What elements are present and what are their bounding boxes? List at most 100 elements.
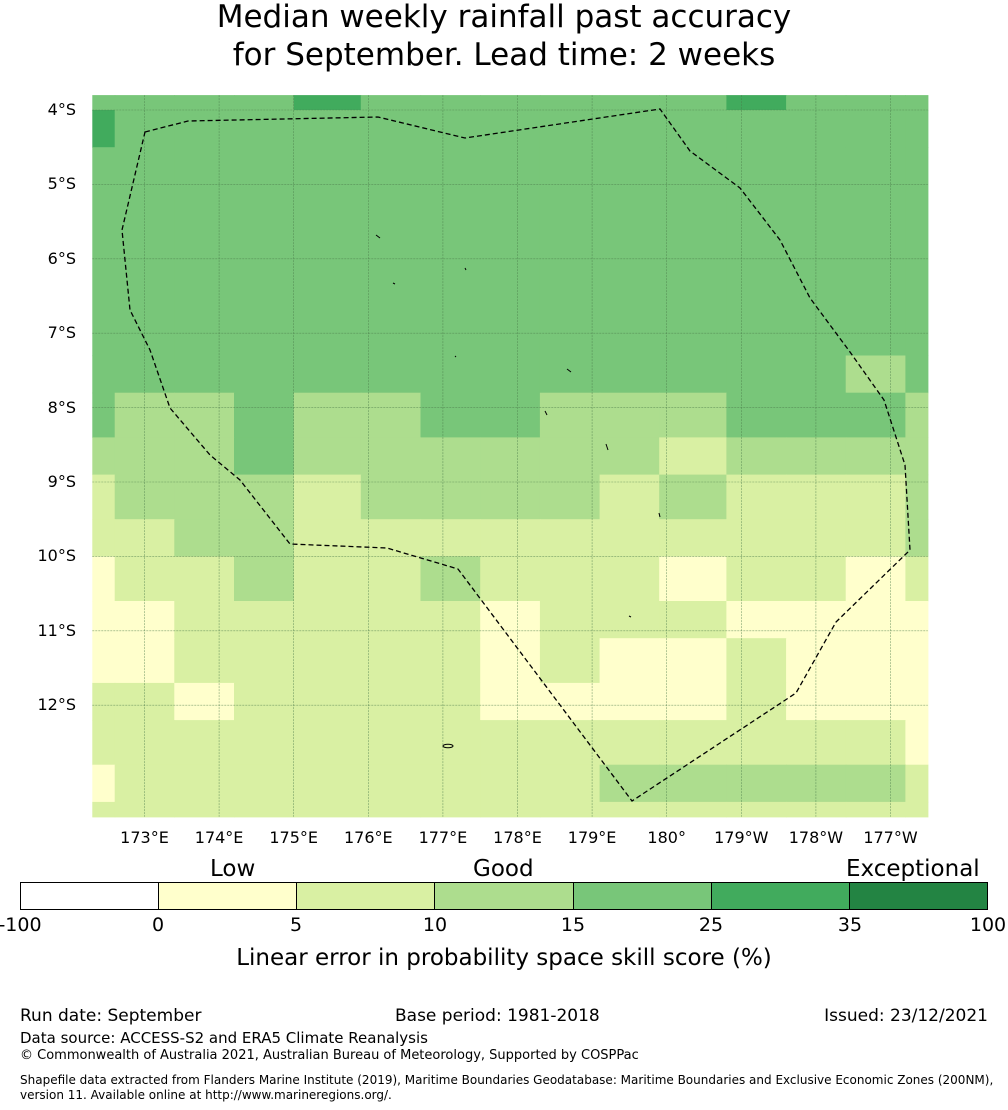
- grid-cell: [659, 801, 727, 818]
- grid-cell: [845, 801, 906, 818]
- grid-cell: [174, 355, 235, 394]
- grid-cell: [293, 764, 362, 803]
- grid-cell: [786, 764, 847, 803]
- grid-cell: [420, 638, 481, 684]
- grid-cell: [480, 638, 541, 684]
- grid-cell: [174, 720, 235, 766]
- grid-cell: [845, 474, 906, 520]
- grid-cell: [599, 392, 660, 438]
- grid-cell: [845, 392, 906, 438]
- grid-cell: [786, 556, 847, 602]
- grid-cell: [114, 474, 175, 520]
- grid-cell: [480, 801, 541, 818]
- grid-cell: [659, 720, 727, 766]
- graticule: [92, 95, 928, 817]
- grid-cell: [234, 474, 295, 520]
- grid-cell: [114, 638, 175, 684]
- grid-cell: [293, 720, 362, 766]
- grid-cell: [293, 601, 362, 639]
- grid-cell: [786, 355, 847, 394]
- colorbar-segment: [573, 883, 712, 909]
- grid-cell: [420, 110, 481, 148]
- latitude-label: 7°S: [47, 323, 76, 343]
- colorbar: [20, 882, 988, 910]
- map-plot: [92, 95, 929, 818]
- category-label-low: Low: [210, 856, 256, 882]
- grid-cell: [360, 110, 422, 148]
- grid-cell: [539, 110, 601, 148]
- grid-cell: [905, 764, 929, 803]
- grid-cell: [905, 720, 929, 766]
- grid-cell: [92, 638, 116, 684]
- grid-cell: [420, 764, 481, 803]
- grid-cell: [905, 110, 929, 148]
- grid-cell: [480, 147, 541, 357]
- grid-cell: [92, 601, 116, 639]
- grid-cell: [234, 355, 295, 394]
- grid-cell: [234, 95, 295, 111]
- longitude-label: 179°W: [714, 828, 769, 847]
- colorbar-tick: 15: [560, 914, 586, 936]
- grid-cell: [845, 720, 906, 766]
- grid-cell: [480, 720, 541, 766]
- grid-cell: [234, 110, 295, 148]
- grid-cell: [480, 519, 541, 557]
- longitude-label: 178°W: [788, 828, 844, 847]
- grid-cell: [905, 392, 929, 438]
- grid-cell: [420, 682, 481, 721]
- grid-cell: [420, 392, 481, 438]
- longitude-label: 178°E: [493, 828, 542, 847]
- island-outline: [605, 443, 609, 451]
- grid-cell: [786, 392, 847, 438]
- grid-cell: [480, 764, 541, 803]
- island-outline: [442, 743, 454, 749]
- colorbar-tick: 35: [837, 914, 863, 936]
- longitude-label: 173°E: [120, 828, 169, 847]
- colorbar-segment: [297, 883, 436, 909]
- grid-cell: [480, 474, 541, 520]
- grid-cell: [539, 392, 601, 438]
- grid-cell: [726, 682, 787, 721]
- grid-cell: [174, 147, 235, 357]
- grid-cell: [905, 801, 929, 818]
- island-outline: [566, 368, 572, 373]
- colorbar-tick: 10: [422, 914, 448, 936]
- grid-cell: [599, 682, 660, 721]
- grid-cell: [92, 392, 116, 438]
- grid-cell: [293, 392, 362, 438]
- grid-cell: [659, 95, 727, 111]
- shapefile-credit-line-2: version 11. Available online at http://w…: [20, 1088, 392, 1102]
- grid-cell: [905, 437, 929, 476]
- grid-cell: [659, 519, 727, 557]
- grid-cell: [114, 437, 175, 476]
- grid-cell: [234, 801, 295, 818]
- grid-cell: [420, 720, 481, 766]
- grid-cell: [420, 437, 481, 476]
- grid-cell: [539, 801, 601, 818]
- data-source: Data source: ACCESS-S2 and ERA5 Climate …: [20, 1029, 428, 1047]
- grid-cell: [293, 355, 362, 394]
- grid-cell: [293, 95, 362, 111]
- colorbar-segment: [21, 883, 160, 909]
- grid-cell: [420, 95, 481, 111]
- grid-cell: [293, 519, 362, 557]
- grid-cell: [174, 764, 235, 803]
- grid-cell: [539, 601, 601, 639]
- grid-cell: [845, 355, 906, 394]
- longitude-label: 174°E: [194, 828, 244, 847]
- grid-cell: [726, 110, 787, 148]
- grid-cell: [174, 556, 235, 602]
- grid-cell: [659, 638, 727, 684]
- grid-cell: [905, 355, 929, 394]
- latitude-label: 11°S: [37, 620, 76, 640]
- grid-cell: [845, 147, 906, 357]
- longitude-label: 176°E: [343, 828, 393, 847]
- grid-cell: [480, 110, 541, 148]
- grid-cell: [114, 519, 175, 557]
- grid-cell: [420, 556, 481, 602]
- longitude-label: 175°E: [269, 828, 319, 847]
- grid-cell: [480, 437, 541, 476]
- grid-cell: [92, 682, 116, 721]
- latitude-label: 10°S: [37, 546, 76, 566]
- grid-cell: [599, 437, 660, 476]
